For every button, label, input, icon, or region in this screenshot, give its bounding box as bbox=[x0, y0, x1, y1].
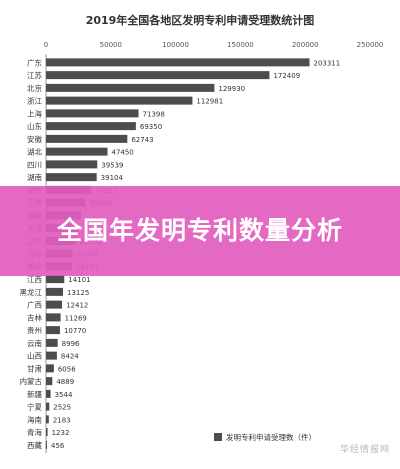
bar bbox=[46, 364, 54, 373]
watermark: 华经情报网 bbox=[339, 445, 390, 455]
category-label: 四川 bbox=[27, 160, 42, 169]
value-label: 71398 bbox=[143, 110, 165, 118]
value-label: 2183 bbox=[53, 416, 71, 424]
value-label: 14101 bbox=[68, 276, 90, 284]
category-label: 北京 bbox=[27, 83, 42, 93]
chart-title: 2019年全国各地区发明专利申请受理数统计图 bbox=[86, 13, 315, 27]
category-label: 山东 bbox=[27, 121, 42, 131]
category-label: 湖北 bbox=[27, 148, 42, 157]
bar bbox=[46, 71, 270, 80]
category-label: 贵州 bbox=[27, 325, 42, 335]
value-label: 10770 bbox=[64, 327, 86, 335]
banner-title: 全国年发明专利数量分析 bbox=[56, 216, 343, 245]
x-tick-label: 150000 bbox=[227, 41, 254, 49]
bar bbox=[46, 326, 60, 335]
bar bbox=[46, 160, 98, 169]
value-label: 2525 bbox=[53, 404, 71, 412]
category-label: 广东 bbox=[27, 57, 42, 67]
value-label: 3544 bbox=[55, 391, 73, 399]
value-label: 203311 bbox=[313, 59, 340, 67]
x-tick-label: 0 bbox=[44, 41, 48, 49]
bar bbox=[46, 351, 57, 360]
value-label: 112981 bbox=[196, 98, 223, 106]
bar bbox=[46, 173, 97, 182]
category-label: 安徽 bbox=[27, 134, 42, 144]
value-label: 1232 bbox=[52, 429, 70, 437]
category-label: 海南 bbox=[27, 414, 42, 424]
value-label: 172409 bbox=[273, 72, 300, 80]
legend-swatch bbox=[214, 433, 222, 441]
value-label: 8424 bbox=[61, 353, 79, 361]
bar bbox=[46, 389, 51, 398]
value-label: 39539 bbox=[101, 161, 123, 169]
x-tick-label: 250000 bbox=[357, 41, 384, 49]
bar bbox=[46, 96, 193, 105]
value-label: 69350 bbox=[140, 123, 162, 131]
bar bbox=[46, 83, 215, 92]
category-label: 浙江 bbox=[27, 96, 42, 106]
category-label: 湖南 bbox=[27, 172, 42, 182]
category-label: 内蒙古 bbox=[20, 376, 43, 386]
value-label: 8996 bbox=[62, 340, 80, 348]
category-label: 甘肃 bbox=[27, 363, 42, 373]
bar bbox=[46, 377, 53, 386]
category-label: 青海 bbox=[27, 427, 42, 437]
value-label: 456 bbox=[51, 442, 65, 450]
bar bbox=[46, 440, 47, 449]
value-label: 11269 bbox=[65, 314, 87, 322]
bar bbox=[46, 275, 65, 284]
bar bbox=[46, 58, 310, 67]
category-label: 黑龙江 bbox=[20, 287, 43, 297]
bar bbox=[46, 338, 58, 347]
x-tick-label: 200000 bbox=[292, 41, 319, 49]
category-label: 江西 bbox=[27, 275, 42, 284]
bar bbox=[46, 415, 49, 424]
category-label: 西藏 bbox=[27, 440, 42, 450]
bar bbox=[46, 109, 139, 118]
value-label: 39104 bbox=[101, 174, 124, 182]
value-label: 4889 bbox=[56, 378, 74, 386]
bar bbox=[46, 428, 48, 437]
legend: 发明专利申请受理数（件） bbox=[214, 432, 316, 442]
category-label: 新疆 bbox=[27, 389, 42, 399]
bar bbox=[46, 287, 64, 296]
category-label: 云南 bbox=[27, 338, 42, 348]
bar bbox=[46, 402, 50, 411]
bar bbox=[46, 313, 61, 322]
category-label: 山西 bbox=[27, 351, 42, 361]
category-label: 广西 bbox=[27, 300, 42, 310]
bar bbox=[46, 300, 63, 309]
category-label: 江苏 bbox=[27, 70, 42, 80]
value-label: 6056 bbox=[58, 365, 76, 373]
x-tick-label: 100000 bbox=[162, 41, 189, 49]
value-label: 13125 bbox=[67, 289, 89, 297]
legend-label: 发明专利申请受理数（件） bbox=[226, 432, 316, 442]
value-label: 12412 bbox=[66, 302, 88, 310]
title-banner: 全国年发明专利数量分析 bbox=[0, 186, 400, 276]
category-label: 吉林 bbox=[27, 312, 42, 322]
value-label: 129930 bbox=[218, 85, 245, 93]
bar bbox=[46, 134, 128, 143]
x-tick-label: 50000 bbox=[100, 41, 122, 49]
bar bbox=[46, 122, 136, 131]
value-label: 62743 bbox=[131, 136, 153, 144]
bar bbox=[46, 147, 108, 156]
value-label: 47450 bbox=[111, 149, 133, 157]
category-label: 上海 bbox=[27, 108, 42, 118]
category-label: 宁夏 bbox=[27, 402, 42, 412]
x-axis-ticks: 0 50000 100000 150000 200000 250000 bbox=[44, 41, 384, 49]
